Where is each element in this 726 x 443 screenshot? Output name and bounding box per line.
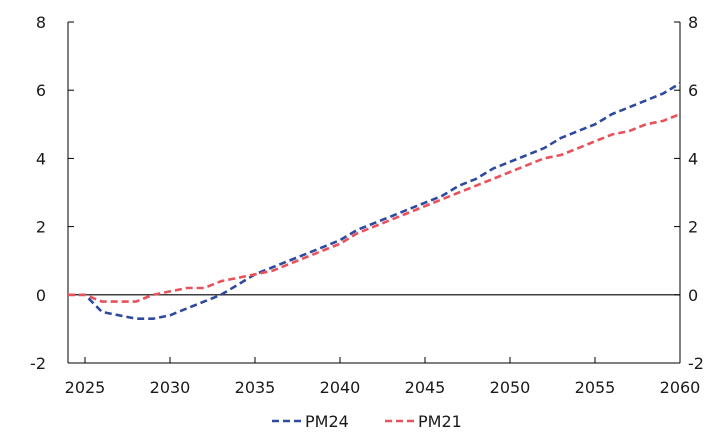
x-tick-label: 2050: [490, 378, 531, 397]
right-y-tick-label: 6: [688, 81, 698, 100]
left-y-axis-ticks: -2 0 2 4 6 8: [30, 13, 74, 373]
legend-label-pm24: PM24: [305, 412, 349, 431]
series-layer: [68, 82, 681, 321]
legend-label-pm21: PM21: [418, 412, 462, 431]
x-tick-label: 2055: [575, 378, 616, 397]
left-y-tick-label: 0: [36, 286, 46, 305]
x-tick-label: 2025: [65, 378, 106, 397]
x-tick-label: 2030: [150, 378, 191, 397]
series-line-pm21: [68, 112, 681, 303]
left-y-tick-label: 8: [36, 13, 46, 32]
x-tick-label: 2045: [405, 378, 446, 397]
x-tick-label: 2060: [660, 378, 701, 397]
x-tick-label: 2035: [235, 378, 276, 397]
left-y-tick-label: 4: [36, 149, 46, 168]
right-y-tick-label: 0: [688, 286, 698, 305]
x-axis-ticks: 2025 2030 2035 2040 2045 2050 2055 2060: [65, 357, 701, 397]
legend: PM24 PM21: [272, 412, 462, 431]
x-tick-label: 2040: [320, 378, 361, 397]
right-y-tick-label: 8: [688, 13, 698, 32]
right-y-tick-label: 2: [688, 218, 698, 237]
left-y-tick-label: -2: [30, 354, 46, 373]
series-line-pm24: [68, 82, 681, 321]
plot-frame: [67, 22, 681, 364]
left-y-tick-label: 2: [36, 218, 46, 237]
right-y-tick-label: 4: [688, 149, 698, 168]
right-y-tick-label: -2: [688, 354, 704, 373]
left-y-tick-label: 6: [36, 81, 46, 100]
right-y-axis-ticks: -2 0 2 4 6 8: [674, 13, 704, 373]
